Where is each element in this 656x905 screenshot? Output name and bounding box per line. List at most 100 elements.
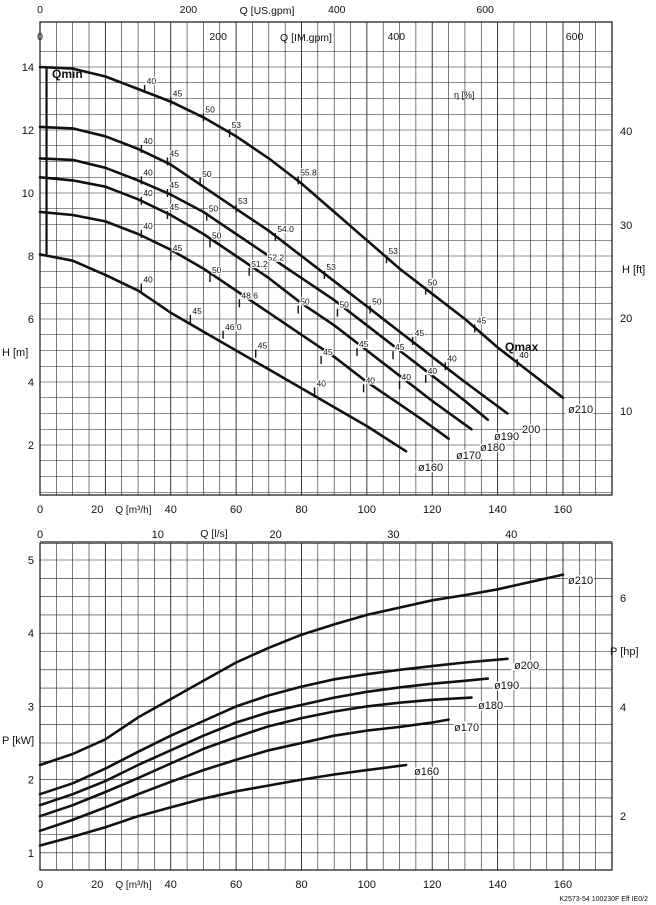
- headft-axis-label: H [ft]: [622, 264, 645, 276]
- efficiency-label: 50: [209, 204, 219, 214]
- efficiency-axis-label: η [%]: [454, 90, 475, 100]
- efficiency-label: 53: [388, 246, 398, 256]
- headft-tick-label: 40: [620, 126, 632, 138]
- usgpm-tick-label: 600: [476, 4, 494, 16]
- head-series-label: ø190: [494, 431, 519, 443]
- head-tick-label: 2: [28, 440, 34, 452]
- power-tick-label: 2: [28, 775, 34, 787]
- powerhp-axis-label: P [hp]: [610, 646, 639, 658]
- power-series-label: ø160: [414, 766, 439, 778]
- head-curve: [38, 210, 450, 440]
- imgpm-axis-label: Q [IM.gpm]: [280, 32, 332, 44]
- usgpm-tick-label: 400: [328, 4, 346, 16]
- efficiency-label: 45: [169, 149, 179, 159]
- power-tick-label: 4: [28, 628, 34, 640]
- head-series-label: ø170: [456, 450, 481, 462]
- power-curve: [38, 573, 565, 767]
- power-x-tick-label: 100: [358, 879, 376, 891]
- imgpm-tick-label: 600: [566, 31, 584, 43]
- efficiency-label: 40: [519, 350, 529, 360]
- power-x-tick-label: 20: [91, 879, 103, 891]
- power-curve: [38, 718, 450, 833]
- imgpm-tick-label: 200: [209, 31, 227, 43]
- efficiency-label: 50: [212, 230, 222, 240]
- imgpm-tick-label: 0: [37, 31, 43, 43]
- powerhp-tick-label: 2: [620, 811, 626, 823]
- head-series-label: ø210: [568, 404, 593, 416]
- efficiency-label: 50: [202, 169, 212, 179]
- headft-tick-label: 30: [620, 220, 632, 232]
- head-series-label: ø180: [480, 442, 505, 454]
- efficiency-label: 55.8: [300, 167, 317, 177]
- head-tick-label: 8: [28, 251, 34, 263]
- plot-frame: [39, 21, 613, 871]
- power-curve: [38, 763, 408, 847]
- efficiency-label: 50: [428, 278, 438, 288]
- head-curve: [38, 65, 565, 400]
- efficiency-label: 40: [317, 378, 327, 388]
- efficiency-label: 45: [192, 306, 202, 316]
- power-plot-frame: [39, 542, 613, 871]
- efficiency-label: 40: [402, 372, 412, 382]
- efficiency-label: 45: [258, 341, 268, 351]
- head-tick-label: 14: [22, 62, 34, 74]
- power-tick-label: 3: [28, 701, 34, 713]
- power-tick-label: 5: [28, 555, 34, 567]
- efficiency-label: 50: [205, 104, 215, 114]
- head-axis-label: H [m]: [2, 347, 28, 359]
- head-x-tick-label: 60: [230, 504, 242, 516]
- qmax-label: Qmax: [505, 340, 539, 354]
- power-x-tick-label: 140: [488, 879, 506, 891]
- usgpm-tick-label: 0: [37, 4, 43, 16]
- head-plot-frame: [39, 21, 613, 496]
- power-series-label: ø210: [568, 575, 593, 587]
- efficiency-marks: 40 45 50 53 55.8 53 50 45 40 40 45 50 53 54.0 53 50 45 40…: [140, 75, 530, 396]
- head-curve: [38, 157, 490, 422]
- ls-tick-label: 0: [37, 529, 43, 541]
- power-x-tick-label: 160: [554, 879, 572, 891]
- power-x-tick-label: 120: [423, 879, 441, 891]
- head-curve: [38, 253, 408, 453]
- head-tick-label: 6: [28, 314, 34, 326]
- power-axis-label: P [kW]: [2, 735, 34, 747]
- efficiency-label: 40: [447, 353, 457, 363]
- ls-tick-label: 40: [505, 529, 517, 541]
- efficiency-label: 40: [366, 375, 376, 385]
- power-series-label: ø190: [494, 680, 519, 692]
- power-curve: [38, 696, 473, 818]
- power-x-tick-label: 0: [37, 879, 43, 891]
- power-x-axis-label: Q [m³/h]: [115, 880, 151, 891]
- powerhp-tick-label: 4: [620, 702, 626, 714]
- efficiency-label: 53: [326, 262, 336, 272]
- efficiency-label: 52.2: [268, 252, 285, 262]
- head-series-label: 200: [522, 424, 540, 436]
- efficiency-label: 40: [143, 136, 153, 146]
- efficiency-label: 45: [477, 315, 487, 325]
- imgpm-tick-label: 400: [388, 31, 406, 43]
- efficiency-label: 54.0: [277, 224, 294, 234]
- efficiency-label: 45: [323, 347, 333, 357]
- power-series-label: ø200: [514, 660, 539, 672]
- efficiency-label: 50: [339, 300, 349, 310]
- ls-axis-label: Q [l/s]: [200, 528, 228, 540]
- head-x-tick-label: 20: [91, 504, 103, 516]
- head-x-tick-label: 160: [554, 504, 572, 516]
- efficiency-label: 50: [300, 297, 310, 307]
- power-x-tick-label: 40: [165, 879, 177, 891]
- efficiency-label: 40: [147, 76, 157, 86]
- head-tick-label: 10: [22, 188, 34, 200]
- headft-tick-label: 20: [620, 313, 632, 325]
- efficiency-label: 45: [415, 328, 425, 338]
- curves: [38, 65, 565, 847]
- usgpm-axis-label: Q [US.gpm]: [240, 5, 295, 17]
- efficiency-label: 50: [372, 297, 382, 307]
- power-series-label: ø180: [478, 700, 503, 712]
- efficiency-label: 45: [169, 180, 179, 190]
- power-x-tick-label: 60: [230, 879, 242, 891]
- efficiency-label: 51.2: [251, 259, 268, 269]
- ls-tick-label: 30: [387, 529, 399, 541]
- headft-tick-label: 10: [620, 406, 632, 418]
- efficiency-label: 45: [169, 202, 179, 212]
